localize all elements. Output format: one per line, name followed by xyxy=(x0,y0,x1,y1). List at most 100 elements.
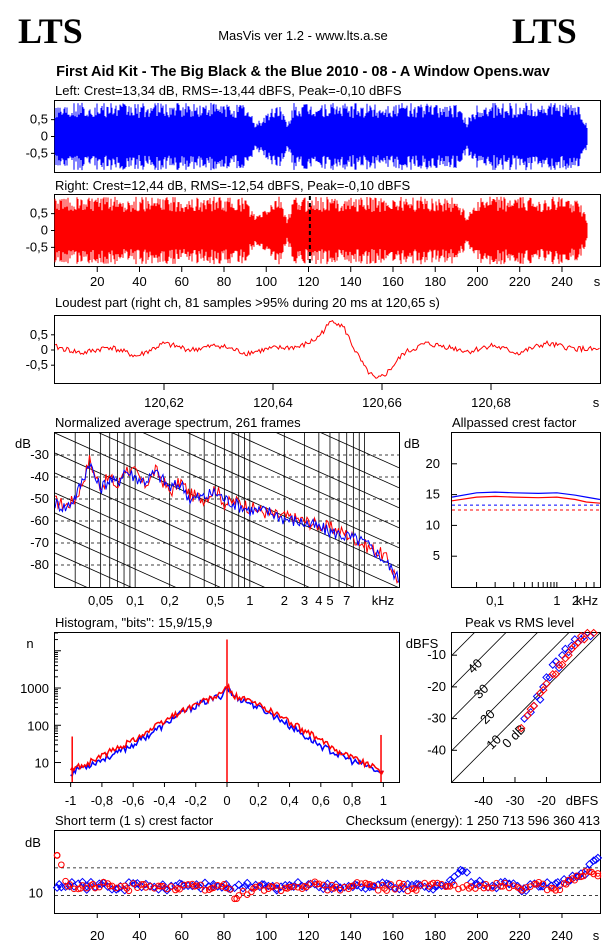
short-crest-point xyxy=(300,883,308,890)
peak-rms-point xyxy=(576,631,586,641)
spectrum-yunit: dB xyxy=(15,436,31,451)
histogram-xtick-label: 0,6 xyxy=(312,793,330,808)
peak-rms-point xyxy=(564,650,573,660)
loudest-part-title: Loudest part (right ch, 81 samples >95% … xyxy=(55,295,440,310)
loudest-part-series xyxy=(54,319,600,379)
spectrum-slope-line xyxy=(55,532,176,587)
left-waveform-series xyxy=(54,102,588,171)
peak-rms-point xyxy=(586,631,595,641)
crest-diagonal-label: 40 xyxy=(464,655,485,676)
short-crest-point xyxy=(571,876,578,884)
left-waveform-ytick-label: 0,5 xyxy=(30,112,48,127)
time-axis-label: 160 xyxy=(382,274,404,289)
right-waveform-title: Right: Crest=12,44 dB, RMS=-12,54 dBFS, … xyxy=(55,178,410,193)
time-axis-label: 80 xyxy=(217,274,231,289)
short-crest-point xyxy=(594,872,602,880)
short-crest-point xyxy=(427,881,435,888)
peak-rms-point xyxy=(567,644,576,654)
peak-rms-frame xyxy=(451,632,601,783)
short-crest-xtick-label: 220 xyxy=(509,928,531,943)
spectrum-title: Normalized average spectrum, 261 frames xyxy=(55,415,301,430)
short-crest-point xyxy=(594,870,602,877)
spectrum-slope-line xyxy=(142,433,399,549)
spectrum-ytick-label: -60 xyxy=(30,513,49,528)
short-crest-point xyxy=(425,883,433,890)
crest-xtick-label: 1 xyxy=(553,593,560,608)
peak-rms-point xyxy=(542,679,551,688)
short-crest-point xyxy=(123,885,131,892)
spectrum-xunit: kHz xyxy=(372,593,394,608)
crest-factor-series xyxy=(451,491,601,501)
histogram-yunit: n xyxy=(26,636,33,651)
spectrum-xtick-label: 0,5 xyxy=(206,593,224,608)
short-crest-point xyxy=(588,868,595,876)
right-waveform-ytick-label: 0,5 xyxy=(30,206,48,221)
short-crest-point xyxy=(497,883,505,890)
peak-rms-xunit: dBFS xyxy=(566,793,599,808)
short-crest-point xyxy=(64,883,71,890)
short-crest-point xyxy=(214,882,221,889)
spectrum-xtick-label: 7 xyxy=(343,593,350,608)
short-crest-point xyxy=(510,882,517,890)
peak-rms-ytick-label: -30 xyxy=(427,711,446,726)
short-crest-point xyxy=(384,880,394,889)
short-crest-point xyxy=(328,881,336,889)
peak-rms-point xyxy=(548,660,558,669)
logo-right: LTS xyxy=(512,11,577,51)
short-crest-point xyxy=(242,878,252,888)
histogram-ytick-label: 100 xyxy=(27,718,49,733)
loudest-part-xtick-label: 120,62 xyxy=(144,395,184,410)
peak-rms-point xyxy=(529,701,539,711)
short-crest-point xyxy=(248,888,255,896)
peak-rms-xtick-label: -30 xyxy=(506,793,525,808)
right-waveform-ytick-label: -0,5 xyxy=(26,239,48,254)
short-crest-point xyxy=(539,880,547,888)
spectrum-slope-line xyxy=(187,433,399,529)
time-axis-unit: s xyxy=(594,274,601,289)
short-crest-point xyxy=(370,882,378,889)
spectrum-ytick-label: -40 xyxy=(30,469,49,484)
short-crest-point xyxy=(381,885,388,892)
short-crest-point xyxy=(421,879,428,887)
spectrum-xtick-label: 1 xyxy=(246,593,253,608)
short-crest-point xyxy=(89,881,97,888)
short-crest-point xyxy=(313,881,321,888)
short-crest-point xyxy=(86,877,96,887)
short-crest-point xyxy=(341,883,348,891)
short-crest-xunit: s xyxy=(593,928,600,943)
short-crest-point xyxy=(140,881,148,888)
time-axis-label: 200 xyxy=(467,274,489,289)
short-crest-point xyxy=(353,879,361,886)
short-crest-point xyxy=(357,880,365,887)
histogram-xtick-label: 0,2 xyxy=(249,793,267,808)
peak-rms-point xyxy=(580,635,589,644)
peak-rms-point xyxy=(535,695,545,704)
loudest-part-ytick-label: 0 xyxy=(41,342,48,357)
spectrum-frame xyxy=(54,432,400,588)
short-crest-point xyxy=(336,887,344,894)
short-crest-point xyxy=(235,892,243,899)
short-crest-point xyxy=(488,884,496,892)
left-waveform-ytick-label: -0,5 xyxy=(26,145,48,160)
short-crest-point xyxy=(522,884,530,891)
short-crest-point xyxy=(260,887,268,894)
short-crest-point xyxy=(319,881,327,889)
short-crest-point xyxy=(531,880,538,888)
short-crest-point xyxy=(66,881,74,888)
loudest-part-ytick-label: -0,5 xyxy=(26,357,48,372)
short-crest-point xyxy=(444,883,452,890)
crest-factor-series xyxy=(451,495,601,504)
peak-rms-yunit: dBFS xyxy=(406,636,439,651)
spectrum-slope-line xyxy=(231,433,399,509)
time-axis-label: 220 xyxy=(509,274,531,289)
short-crest-point xyxy=(293,878,303,887)
spectrum-xtick-label: 3 xyxy=(301,593,308,608)
left-waveform-ytick-label: 0 xyxy=(41,129,48,144)
short-crest-point xyxy=(456,865,465,875)
short-crest-point xyxy=(227,886,234,893)
short-crest-point xyxy=(400,880,407,888)
short-crest-point xyxy=(91,884,99,892)
short-crest-point xyxy=(499,883,507,890)
right-waveform-series xyxy=(54,196,588,265)
